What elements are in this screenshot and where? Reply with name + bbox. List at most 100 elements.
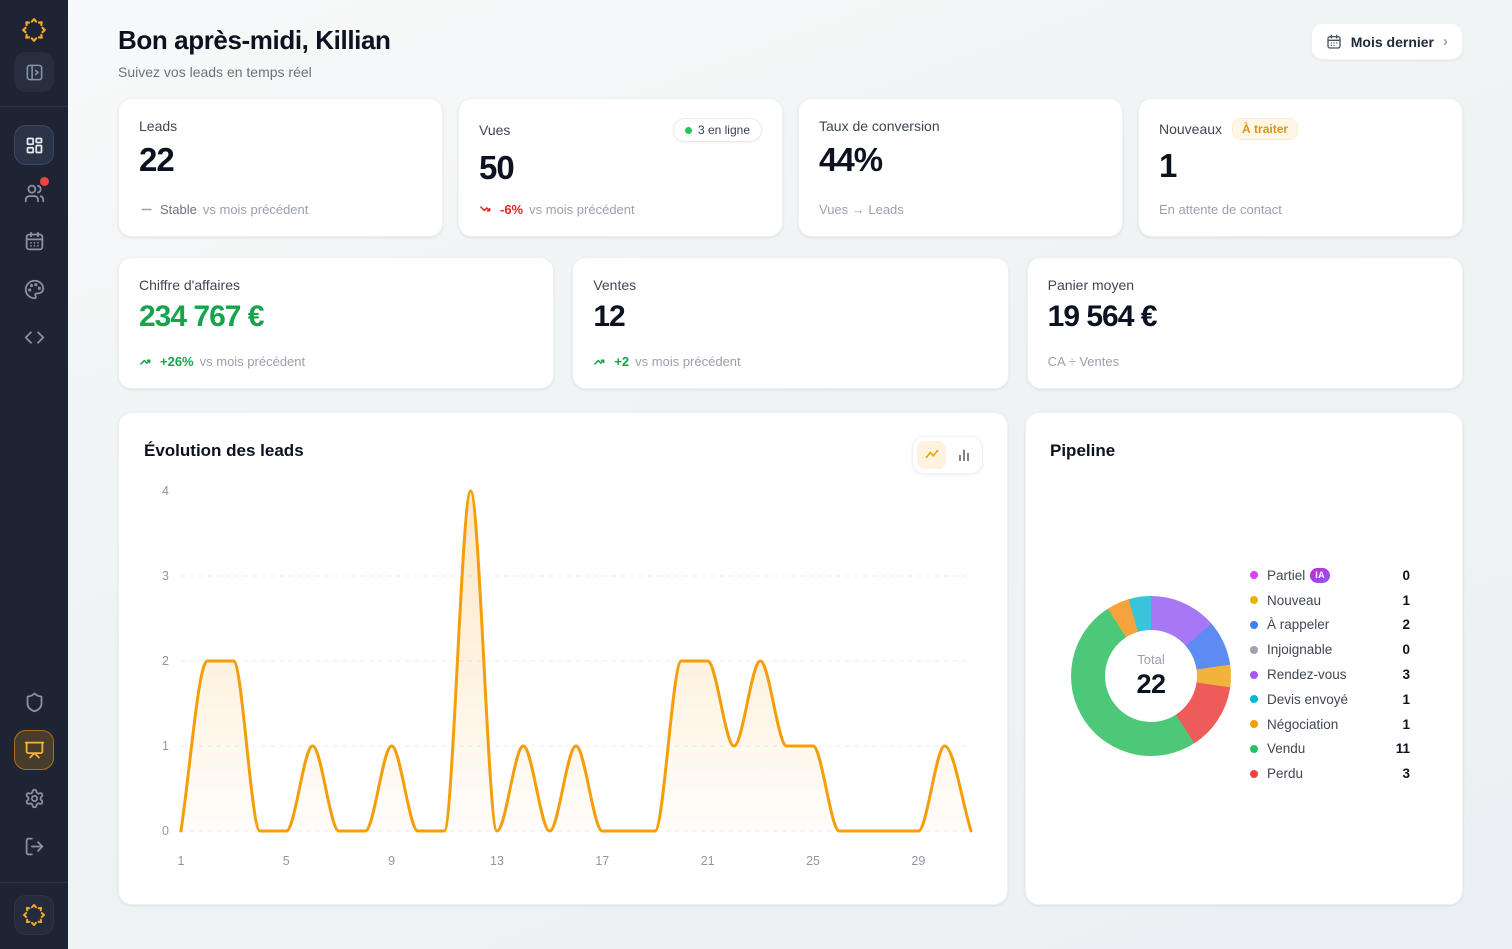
stat-label: Taux de conversion	[819, 118, 940, 134]
main-content: Bon après-midi, Killian Suivez vos leads…	[68, 0, 1512, 949]
sidebar-divider	[0, 882, 68, 883]
pipeline-legend-item: Négociation 1	[1250, 712, 1410, 737]
line-chart-icon	[925, 449, 938, 459]
stats-row-1: Leads 22 Stable vs mois précédent Vues 3…	[118, 98, 1463, 237]
presentation-icon[interactable]	[14, 730, 54, 770]
sidebar	[0, 0, 68, 949]
trend-value: +2	[614, 354, 630, 369]
legend-value: 1	[1402, 592, 1410, 608]
svg-text:4: 4	[162, 484, 169, 498]
sidebar-nav-bottom	[14, 682, 54, 866]
calendar-icon	[1327, 34, 1341, 49]
panel-toggle-icon[interactable]	[14, 52, 54, 92]
pipeline-donut-chart: Total 22	[1071, 596, 1231, 756]
svg-text:29: 29	[911, 854, 925, 868]
stable-dash-icon	[141, 208, 152, 211]
calendar-icon[interactable]	[14, 221, 54, 261]
svg-text:1: 1	[162, 739, 169, 753]
pipeline-legend-item: Nouveau 1	[1250, 588, 1410, 613]
settings-icon[interactable]	[14, 778, 54, 818]
svg-text:5: 5	[283, 854, 290, 868]
stat-value: 234 767 €	[139, 300, 264, 333]
stat-subtext: En attente de contact	[1159, 202, 1282, 217]
pipeline-legend: Partiel IA 0 Nouveau 1 À rappeler 2 Injoignable…	[1250, 563, 1410, 786]
legend-dot-icon	[1250, 645, 1258, 654]
period-selector-button[interactable]: Mois dernier ›	[1310, 23, 1463, 60]
pipeline-card: Pipeline Total 22 Partiel IA 0 Nouveau 1 À ra…	[1025, 412, 1463, 905]
svg-text:17: 17	[595, 854, 609, 868]
trend-suffix: vs mois précédent	[199, 354, 306, 369]
stat-value: 22	[139, 141, 175, 178]
bar-chart-icon	[958, 449, 969, 462]
page-header: Bon après-midi, Killian Suivez vos leads…	[118, 23, 1463, 80]
code-icon[interactable]	[14, 317, 54, 357]
a-traiter-badge: À traiter	[1232, 118, 1299, 140]
legend-value: 0	[1402, 567, 1410, 583]
vues-card: Vues 3 en ligne 50 -6% vs mois précédent	[458, 98, 783, 237]
legend-label: À rappeler	[1267, 617, 1330, 633]
notification-dot	[40, 177, 49, 186]
period-label: Mois dernier	[1350, 33, 1434, 50]
nouveaux-card: Nouveaux À traiter 1 En attente de conta…	[1138, 98, 1463, 237]
donut-total-value: 22	[1136, 669, 1166, 699]
logo-starburst-icon[interactable]	[14, 895, 54, 935]
svg-text:0: 0	[162, 824, 169, 838]
svg-text:3: 3	[162, 569, 169, 583]
legend-label: Devis envoyé	[1267, 691, 1349, 707]
pipeline-legend-item: Partiel IA 0	[1250, 563, 1410, 588]
stat-subtext: Vues → Leads	[819, 202, 904, 217]
sidebar-nav	[14, 125, 54, 357]
trending-up-icon	[140, 359, 151, 365]
svg-text:13: 13	[490, 854, 504, 868]
users-icon[interactable]	[14, 173, 54, 213]
online-badge: 3 en ligne	[672, 118, 762, 142]
leads-evolution-card: Évolution des leads 0 1 2 3 4 1 5 9 13 17 21 25 29	[118, 412, 1008, 905]
stat-value: 1	[1159, 147, 1177, 184]
legend-dot-icon	[1250, 620, 1258, 629]
stat-label: Chiffre d'affaires	[139, 277, 240, 293]
line-chart-toggle-button[interactable]	[917, 441, 946, 469]
pipeline-legend-item: Rendez-vous 3	[1250, 662, 1410, 687]
dashboard-icon[interactable]	[14, 125, 54, 165]
stat-label: Panier moyen	[1047, 277, 1135, 293]
svg-text:1: 1	[177, 854, 184, 868]
stat-value: 50	[479, 149, 515, 186]
legend-dot-icon	[1250, 596, 1258, 605]
legend-dot-icon	[1250, 571, 1258, 580]
trend-suffix: vs mois précédent	[635, 354, 741, 369]
stat-label: Leads	[139, 118, 178, 134]
chevron-right-icon: ›	[1443, 33, 1448, 50]
sidebar-divider	[0, 106, 68, 107]
ventes-card: Ventes 12 +2 vs mois précédent	[572, 257, 1009, 389]
trend-suffix: vs mois précédent	[202, 202, 309, 217]
stat-label: Ventes	[593, 277, 637, 293]
stat-label: Nouveaux	[1159, 121, 1223, 137]
pipeline-legend-item: Injoignable 0	[1250, 637, 1410, 662]
legend-label: Nouveau	[1267, 592, 1322, 608]
leads-evolution-chart: 0 1 2 3 4 1 5 9 13 17 21 25 29	[162, 484, 973, 868]
stat-label: Vues	[479, 122, 511, 138]
bar-chart-toggle-button[interactable]	[949, 441, 978, 469]
svg-text:9: 9	[388, 854, 395, 868]
pipeline-legend-item: Vendu 11	[1250, 737, 1410, 762]
stat-value: 19 564 €	[1047, 300, 1158, 333]
stat-value: 44%	[819, 141, 883, 178]
trending-up-icon	[594, 359, 605, 365]
legend-label: Vendu	[1267, 741, 1306, 757]
legend-value: 1	[1402, 716, 1410, 732]
logo-starburst-icon	[14, 10, 54, 50]
stat-subtext: CA ÷ Ventes	[1047, 354, 1120, 369]
chart-type-toggle	[912, 436, 983, 474]
trend-value: +26%	[160, 354, 194, 369]
pipeline-title: Pipeline	[1050, 441, 1116, 460]
legend-value: 11	[1395, 741, 1410, 757]
legend-label: Partiel IA	[1267, 567, 1330, 583]
trend-value: -6%	[500, 202, 524, 217]
legend-label: Injoignable	[1267, 642, 1333, 658]
shield-icon[interactable]	[14, 682, 54, 722]
palette-icon[interactable]	[14, 269, 54, 309]
legend-dot-icon	[1250, 744, 1258, 753]
logout-icon[interactable]	[14, 826, 54, 866]
bottom-row: Évolution des leads 0 1 2 3 4 1 5 9 13 17 21 25 29	[118, 412, 1463, 905]
page-subtitle: Suivez vos leads en temps réel	[118, 64, 312, 80]
